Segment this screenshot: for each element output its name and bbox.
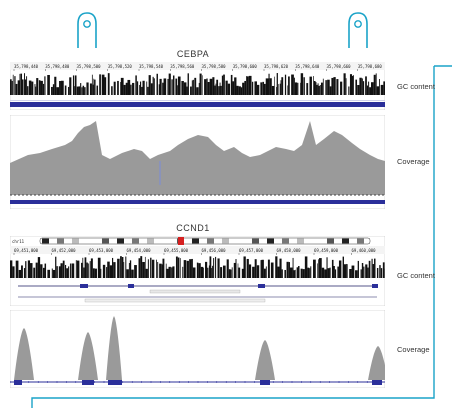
ruler-tick-label: 69,451,000 <box>14 248 39 253</box>
ruler-tick-label: 35,798,600 <box>233 64 258 69</box>
ruler-tick-label: 35,798,480 <box>45 64 70 69</box>
ruler-tick-label: 35,798,660 <box>327 64 352 69</box>
ruler-tick-label: 69,455,000 <box>164 248 189 253</box>
coverage-label-ccnd1: Coverage <box>397 345 430 354</box>
gene-title-ccnd1: CCND1 <box>176 223 210 233</box>
ruler-tick-label: 35,798,580 <box>202 64 227 69</box>
coverage-label-cebpa: Coverage <box>397 157 430 166</box>
ruler-tick-label: 35,798,620 <box>264 64 289 69</box>
gc-content-label-cebpa: GC content <box>397 82 435 91</box>
ccnd1-coverage-track <box>10 310 385 388</box>
probe-hook-icon-right <box>348 12 368 48</box>
ruler-tick-label: 69,454,000 <box>127 248 152 253</box>
gc-content-label-ccnd1: GC content <box>397 271 435 280</box>
ruler-tick-label: 69,457,000 <box>239 248 264 253</box>
ruler-tick-label: 35,798,680 <box>358 64 383 69</box>
bracket-icon <box>31 65 452 408</box>
ruler-tick-label: 69,460,000 <box>352 248 377 253</box>
cebpa-gc-track: 35,798,440 35,798,480 35,798,500 35,798,520… <box>10 62 385 110</box>
ruler-tick-label: 69,453,000 <box>89 248 114 253</box>
ruler-tick-label: 35,798,440 <box>14 64 39 69</box>
gene-title-cebpa: CEBPA <box>176 49 210 59</box>
ruler-tick-label: 35,798,640 <box>295 64 320 69</box>
ruler-tick-label: 69,458,000 <box>277 248 302 253</box>
ruler-tick-label: 69,459,000 <box>314 248 339 253</box>
ruler-tick-label: 69,456,000 <box>202 248 227 253</box>
cebpa-coverage-track <box>10 115 385 209</box>
probe-hook-icon-left <box>77 12 97 48</box>
ruler-tick-label: 35,798,560 <box>170 64 195 69</box>
ccnd1-gc-track: chr11 69,451,000 69,452,000 69,453,000 69,4… <box>10 236 385 306</box>
ruler-tick-label: 35,798,540 <box>139 64 164 69</box>
svg-text:chr11: chr11 <box>12 239 25 244</box>
ruler-tick-label: 35,798,500 <box>77 64 102 69</box>
ruler-tick-label: 35,798,520 <box>108 64 133 69</box>
ruler-tick-label: 69,452,000 <box>52 248 77 253</box>
